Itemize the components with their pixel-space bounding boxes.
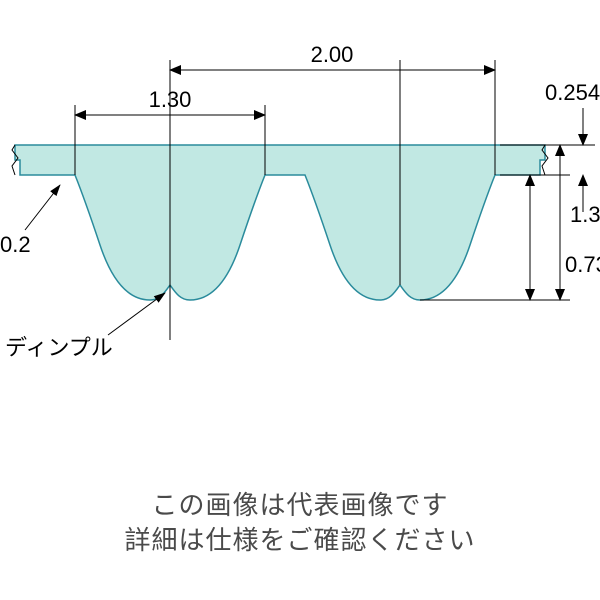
caption-line-1: この画像は代表画像です [0,485,600,522]
caption-line-2: 詳細は仕様をご確認ください [0,520,600,557]
dim-13-value: 1.3 [570,202,600,227]
leader-radius [25,185,60,230]
dim-254-value: 0.254 [545,80,600,105]
dim-tooth-width-value: 1.30 [149,87,192,112]
dimple-label: ディンプル [5,335,113,360]
belt-profile [15,145,545,300]
dim-073-value: 0.73 [565,252,600,277]
dim-radius-value: 0.2 [0,232,31,257]
dim-pitch-value: 2.00 [311,42,354,67]
leader-dimple [108,293,165,335]
